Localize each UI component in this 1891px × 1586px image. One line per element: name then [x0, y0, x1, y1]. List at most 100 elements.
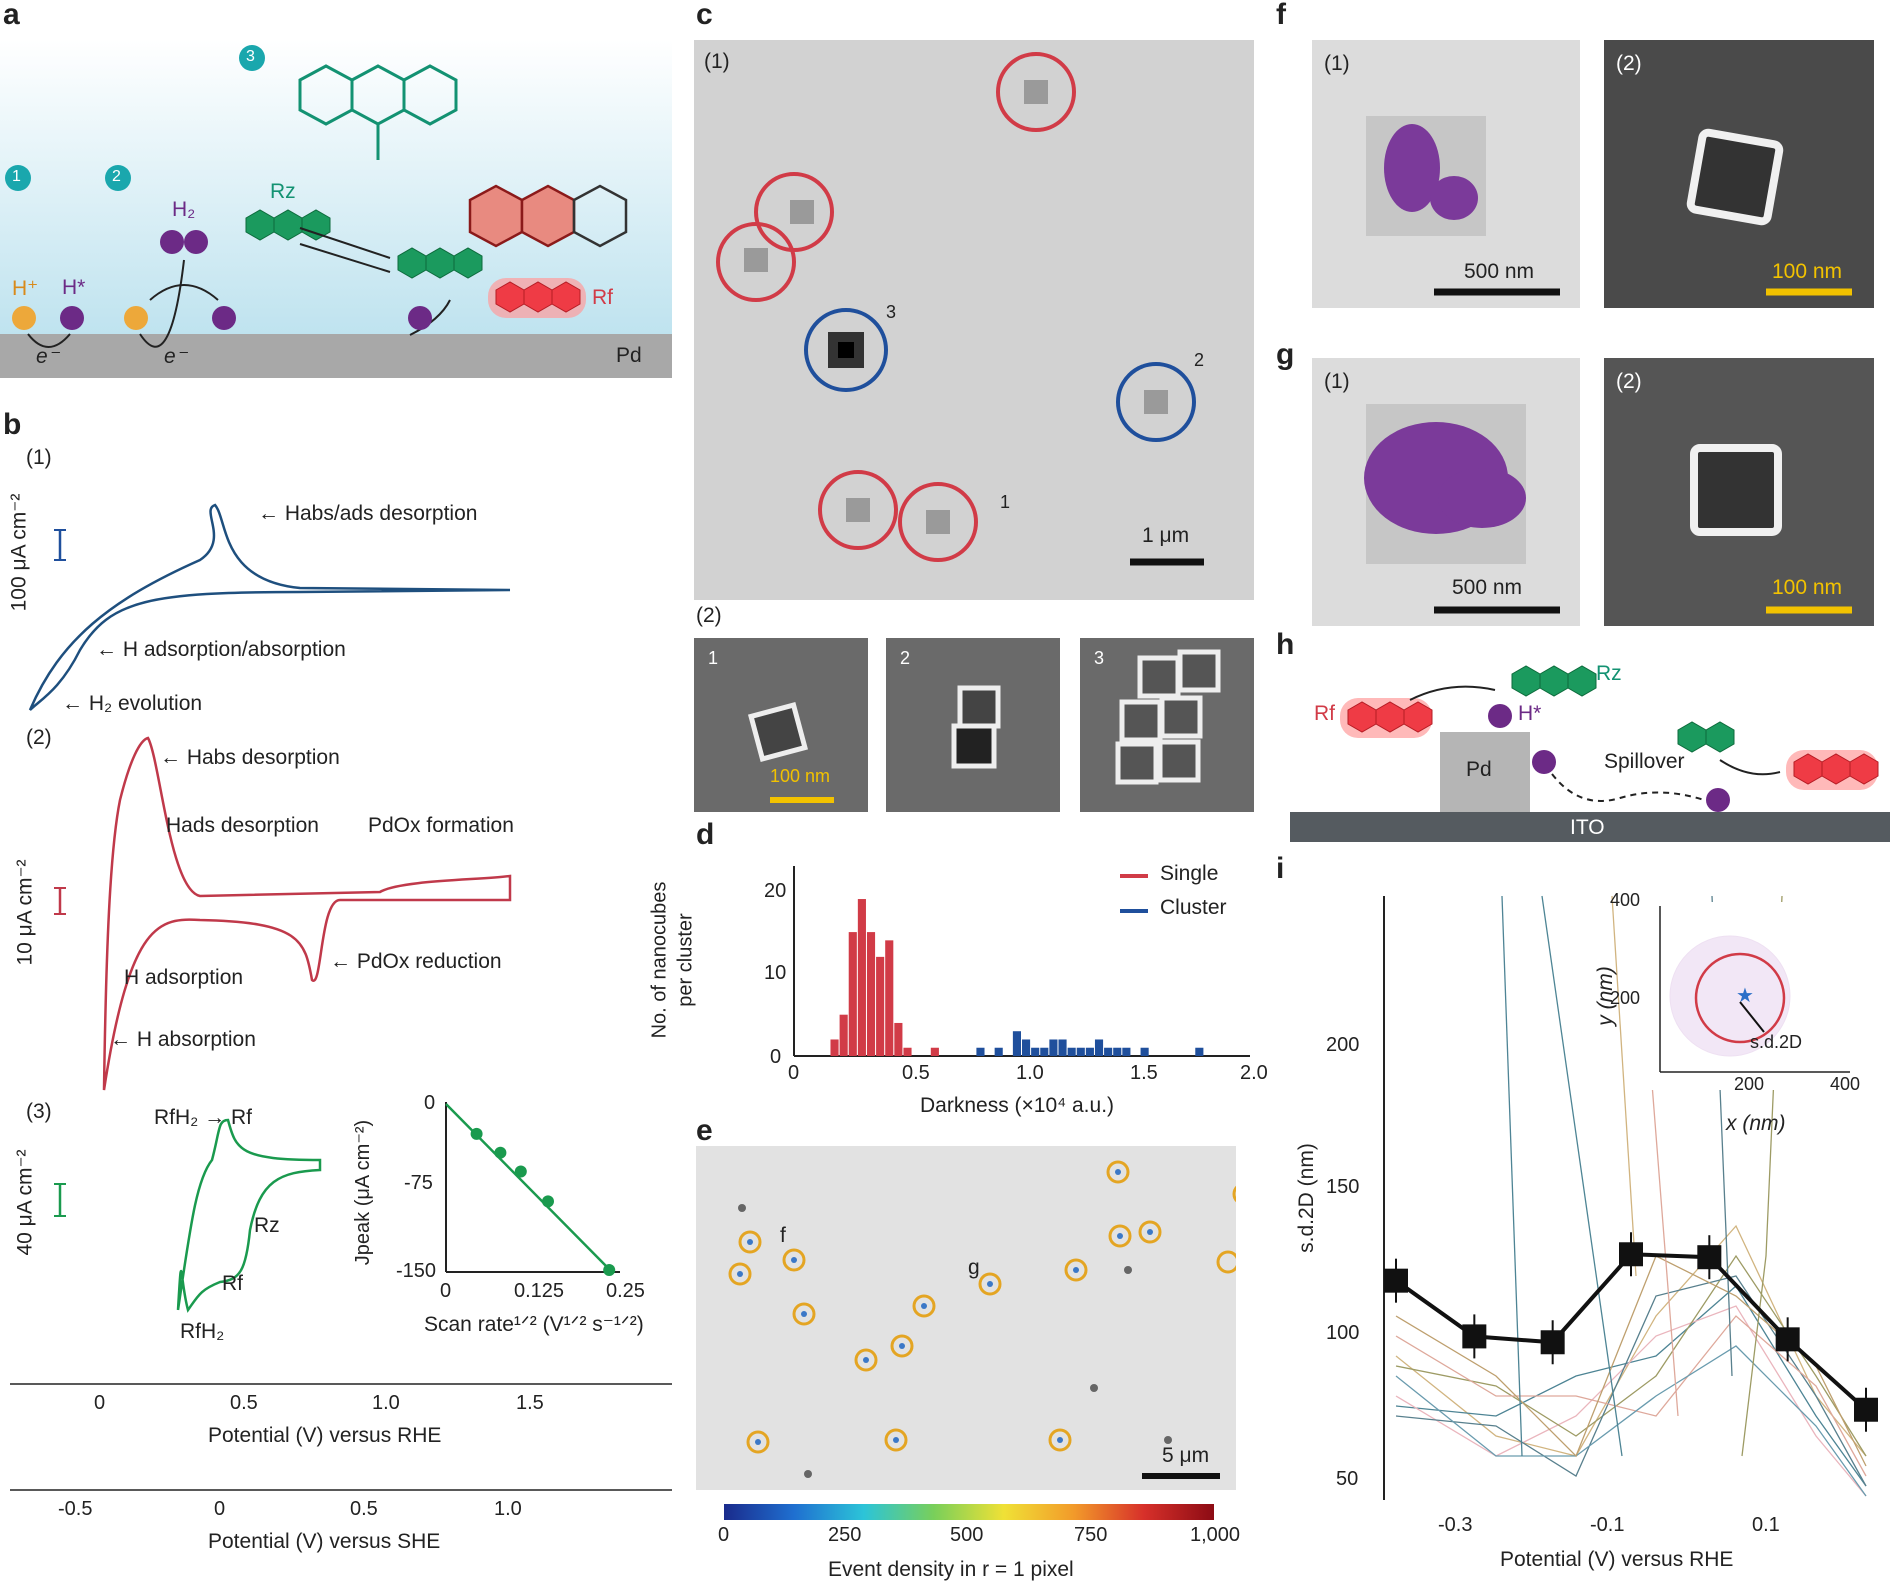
- d-xtick-20: 2.0: [1240, 1062, 1268, 1084]
- panel-letter-h: h: [1276, 628, 1295, 661]
- panel-letter-b: b: [3, 408, 22, 441]
- c-sem-label-2: 2: [900, 648, 911, 668]
- hist-bar-cluster: [1085, 1047, 1094, 1056]
- d-ylabel-line2: per cluster: [674, 913, 697, 1007]
- hist-bar-single: [876, 956, 885, 1056]
- b2-ann-h-absorption: ← H absorption: [110, 1028, 256, 1051]
- d-xtick-15: 1.5: [1130, 1062, 1158, 1084]
- panel-letter-a: a: [3, 0, 20, 31]
- i-inset-ytick-400: 400: [1610, 890, 1641, 910]
- svg-text:★: ★: [1736, 985, 1754, 1007]
- g-scalebar-1: 500 nm: [1452, 576, 1523, 599]
- b3-ann-rfh2: RfH₂: [180, 1320, 225, 1343]
- she-tick-3: 1.0: [494, 1498, 522, 1520]
- b3-inset-point: [514, 1165, 527, 1178]
- d-ylabel-line1: No. of nanocubes: [648, 881, 671, 1039]
- b3-inset-xtick-0: 0: [440, 1280, 452, 1302]
- b-sub-2: (2): [26, 726, 52, 749]
- hist-bar-cluster: [1094, 1039, 1104, 1056]
- e-event-density-image: f g 5 μm: [696, 1146, 1236, 1490]
- i-xtick-01: 0.1: [1752, 1514, 1780, 1536]
- b3-inset-xtick-2: 0.25: [606, 1280, 645, 1302]
- panel-letter-c: c: [696, 0, 713, 31]
- hist-bar-cluster: [1113, 1047, 1122, 1056]
- h-spillover-schematic: [1290, 665, 1890, 842]
- i-mean-marker: [1775, 1327, 1800, 1352]
- c-particles: [716, 52, 1204, 566]
- c-circle-label-3: 3: [886, 302, 897, 322]
- i-sd-plot: [1383, 895, 1878, 1500]
- b3-inset-ylabel: Jpeak (μA cm⁻²): [352, 1119, 375, 1266]
- panel-letter-g: g: [1276, 338, 1295, 371]
- c-optical-image: (1) 1 2 3 1 μm: [694, 40, 1254, 600]
- hist-bar-cluster: [1104, 1047, 1113, 1056]
- f-localization-image: (1) 500 nm: [1312, 40, 1580, 308]
- h-label-rf: Rf: [1314, 702, 1335, 725]
- step-1: 1: [12, 168, 21, 185]
- hist-bar-single: [839, 1014, 848, 1056]
- hist-bar-cluster: [1076, 1047, 1085, 1056]
- d-ylabel: No. of nanocubes per cluster: [646, 882, 698, 1039]
- label-pd: Pd: [616, 344, 642, 367]
- label-h-star: H*: [62, 276, 86, 299]
- f-sub-1: (1): [1324, 52, 1350, 75]
- e-label-f: f: [780, 1224, 786, 1247]
- c-sem-scalebar: 100 nm: [770, 766, 831, 786]
- i-mean-marker: [1540, 1330, 1565, 1355]
- e-colorbar-tick-0: 0: [718, 1524, 730, 1546]
- panel-letter-d: d: [696, 818, 715, 851]
- d-xtick-05: 0.5: [902, 1062, 930, 1084]
- b3-inset-points: [470, 1127, 616, 1276]
- i-xtick-neg01: -0.1: [1590, 1514, 1625, 1536]
- b3-inset-point: [603, 1264, 616, 1276]
- i-inset-scatter: ★: [1659, 906, 1850, 1073]
- rhe-tick-2: 1.0: [372, 1392, 400, 1414]
- hist-bar-cluster: [1140, 1047, 1149, 1056]
- i-mean-marker: [1854, 1397, 1878, 1422]
- panel-letter-e: e: [696, 1114, 713, 1147]
- b3-inset-point: [494, 1146, 507, 1159]
- f-scalebar-2: 100 nm: [1772, 260, 1843, 283]
- she-tick-0: -0.5: [58, 1498, 93, 1520]
- d-legend-swatches: [1120, 874, 1148, 913]
- b2-ann-pdox-formation: PdOx formation: [368, 814, 514, 837]
- h-label-pd: Pd: [1466, 758, 1492, 781]
- f-sem-image: (2) 100 nm: [1604, 40, 1874, 308]
- i-xlabel: Potential (V) versus RHE: [1500, 1548, 1734, 1571]
- hist-bar-single: [930, 1047, 939, 1056]
- h-label-rz: Rz: [1596, 662, 1622, 685]
- step-3: 3: [246, 48, 255, 65]
- i-inset-sd-label: s.d.2D: [1750, 1032, 1803, 1052]
- b-sub-1: (1): [26, 446, 52, 469]
- label-h-plus: H⁺: [12, 277, 39, 300]
- rhe-tick-0: 0: [94, 1392, 106, 1414]
- f-sub-2: (2): [1616, 52, 1642, 75]
- h-label-hstar: H*: [1518, 702, 1542, 725]
- i-inset-xlabel: x (nm): [1726, 1112, 1786, 1135]
- b-sub-3: (3): [26, 1100, 52, 1123]
- g-sub-1: (1): [1324, 370, 1350, 393]
- b3-ann-rf: Rf: [222, 1272, 243, 1295]
- b1-ann-adsorption: ← H adsorption/absorption: [96, 638, 346, 661]
- e-colorbar-label: Event density in r = 1 pixel: [828, 1558, 1074, 1581]
- c-sem-1: 1 100 nm: [694, 638, 868, 812]
- label-h2: H₂: [172, 198, 196, 221]
- h-label-ito: ITO: [1570, 816, 1605, 839]
- b3-inset-ytick-2: -150: [396, 1260, 437, 1282]
- hist-bar-cluster: [1031, 1047, 1040, 1056]
- i-inset: ★ 400 200 200 400 s.d.2D: [1610, 890, 1874, 1094]
- hist-bar-cluster: [1049, 1039, 1058, 1056]
- c-scalebar-label: 1 μm: [1142, 524, 1190, 547]
- d-xtick-10: 1.0: [1016, 1062, 1044, 1084]
- rhe-tick-1: 0.5: [230, 1392, 258, 1414]
- hist-bar-cluster: [994, 1047, 1003, 1056]
- i-ytick-50: 50: [1336, 1468, 1359, 1490]
- e-colorbar-tick-1000: 1,000: [1190, 1524, 1241, 1546]
- label-electron-2: e⁻: [164, 345, 187, 368]
- g-localization-image: (1) 500 nm: [1312, 358, 1580, 626]
- i-xtick-neg03: -0.3: [1438, 1514, 1473, 1536]
- i-mean-marker: [1697, 1245, 1722, 1270]
- c-circle-label-2: 2: [1194, 350, 1205, 370]
- she-tick-1: 0: [214, 1498, 226, 1520]
- hist-bar-single: [830, 1039, 839, 1056]
